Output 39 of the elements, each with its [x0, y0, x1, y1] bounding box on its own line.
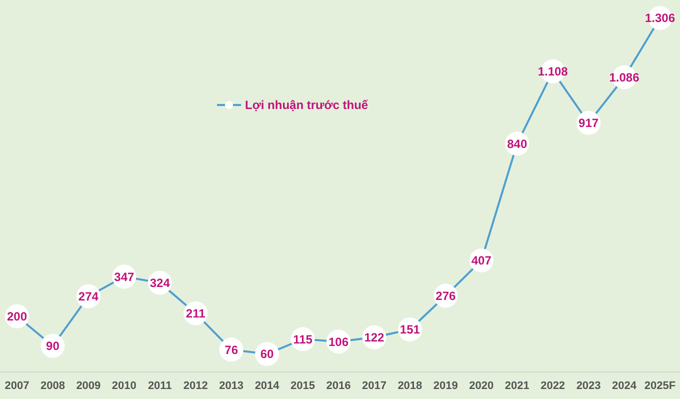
data-label: 122: [364, 330, 385, 344]
data-label: 115: [293, 332, 313, 346]
x-tick-label: 2020: [469, 380, 494, 392]
x-tick-label: 2012: [183, 380, 208, 392]
x-tick-label: 2014: [254, 380, 280, 392]
data-label: 917: [578, 116, 599, 130]
x-tick-label: 2015: [290, 380, 316, 392]
x-tick-label: 2023: [576, 380, 601, 392]
data-label: 106: [328, 334, 349, 349]
data-label: 276: [436, 288, 456, 303]
data-label: 274: [78, 289, 99, 304]
data-label: 1.108: [538, 64, 568, 79]
data-label: 211: [186, 306, 206, 320]
data-label: 200: [6, 309, 28, 324]
x-tick-label: 2013: [219, 380, 244, 392]
data-label: 347: [114, 270, 134, 284]
data-label: 840: [507, 136, 528, 151]
legend-label: Lợi nhuận trước thuế: [245, 98, 368, 112]
x-tick-label: 2022: [540, 380, 566, 392]
data-label: 76: [224, 342, 238, 357]
x-tick-label: 2009: [76, 380, 101, 392]
x-tick-label: 2016: [326, 380, 351, 392]
x-tick-label: 2025F: [644, 380, 676, 392]
data-label: 324: [150, 276, 170, 290]
data-label: 60: [260, 347, 274, 362]
x-tick-label: 2018: [398, 380, 422, 392]
data-label: 1.086: [609, 70, 640, 85]
x-tick-label: 2008: [40, 380, 65, 392]
x-tick-label: 2007: [4, 380, 30, 392]
x-tick-label: 2024: [612, 380, 638, 392]
x-tick-label: 2021: [504, 380, 530, 392]
data-label: 407: [471, 254, 492, 268]
data-label: 151: [400, 322, 420, 337]
x-tick-label: 2010: [112, 380, 136, 392]
x-tick-label: 2017: [362, 380, 386, 392]
x-tick-label: 2011: [148, 380, 172, 392]
data-label: 1.306: [644, 11, 676, 26]
data-label: 90: [46, 339, 60, 354]
x-tick-label: 2019: [433, 380, 458, 392]
